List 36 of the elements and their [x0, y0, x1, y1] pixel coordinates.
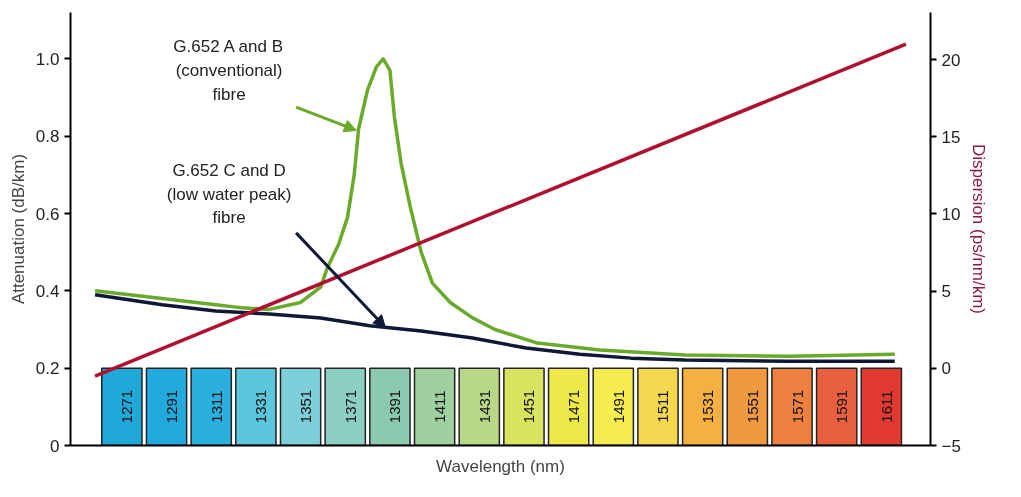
y2-axis-title: Dispersion (ps/nm/km) — [968, 143, 988, 315]
x-tick-label: 1371 — [341, 389, 359, 424]
y-tick-label: 1.0 — [35, 49, 60, 69]
y2-tick-label: 5 — [941, 282, 951, 302]
y2-tick-label: 20 — [941, 50, 961, 70]
x-tick-label: 1611 — [877, 390, 895, 423]
x-tick-label: 1431 — [475, 389, 493, 424]
y2-tick-label: 10 — [941, 204, 961, 224]
annotation: G.652 A and B (conventional) fibre — [173, 37, 283, 104]
y-tick-label: 0.8 — [35, 127, 60, 147]
x-tick-label: 1471 — [565, 389, 583, 424]
y2-tick-label: 15 — [941, 127, 961, 147]
x-tick-label: 1271 — [118, 389, 136, 424]
x-tick-label: 1571 — [788, 389, 806, 424]
x-axis-title: Wavelength (nm) — [436, 456, 565, 476]
x-tick-label: 1531 — [699, 389, 717, 424]
y-tick-label: 0.2 — [35, 359, 60, 379]
x-tick-label: 1331 — [252, 389, 270, 424]
x-tick-label: 1551 — [743, 389, 761, 424]
x-tick-label: 1391 — [386, 389, 404, 424]
annotation: G.652 C and D (low water peak) fibre — [166, 160, 292, 228]
y-tick-label: 0 — [50, 436, 60, 456]
y2-tick-label: −5 — [941, 436, 961, 456]
y-tick-label: 0.6 — [35, 204, 60, 224]
x-tick-label: 1511 — [654, 390, 672, 423]
x-tick-label: 1591 — [833, 389, 851, 424]
x-tick-label: 1411 — [431, 390, 449, 423]
x-tick-label: 1351 — [297, 389, 315, 424]
line-series — [93, 292, 897, 363]
y-tick-label: 0.4 — [35, 281, 60, 301]
y2-tick-label: 0 — [941, 359, 951, 379]
y-axis-title: Attenuation (dB/km) — [8, 153, 28, 305]
x-tick-label: 1311 — [207, 390, 225, 423]
x-tick-label: 1291 — [163, 389, 181, 424]
x-tick-label: 1451 — [520, 389, 538, 424]
x-tick-label: 1491 — [609, 389, 627, 424]
